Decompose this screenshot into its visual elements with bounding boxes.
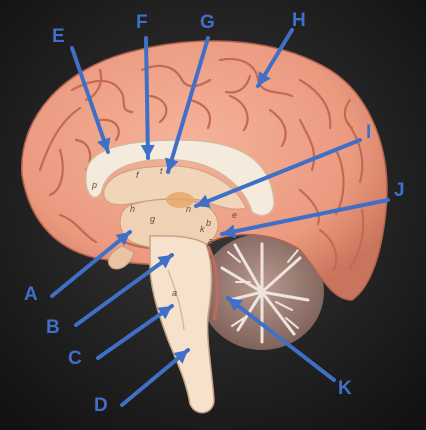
label-c: C — [68, 348, 82, 369]
arrow-j — [220, 198, 390, 236]
model-marker: e — [232, 210, 237, 220]
arrow-b — [74, 253, 174, 327]
arrowhead — [157, 255, 172, 269]
model-marker: t — [160, 166, 163, 176]
label-a: A — [24, 284, 38, 305]
cerebral-cortex — [21, 40, 388, 301]
arrowhead — [115, 232, 130, 246]
corpus-callosum — [85, 139, 275, 217]
model-markers: p f t h g n b a e k a — [91, 166, 237, 298]
label-k: K — [338, 378, 352, 399]
label-b: B — [46, 317, 60, 338]
gyri-pattern — [38, 57, 365, 272]
arrowhead — [222, 224, 237, 239]
model-marker: a — [172, 288, 177, 298]
arrow-f — [144, 36, 150, 160]
brainstem-line — [167, 269, 185, 331]
arrowhead — [165, 157, 179, 172]
arrow-c — [96, 304, 174, 360]
model-marker: k — [200, 224, 205, 234]
arrowhead — [228, 298, 243, 312]
arrowhead — [157, 306, 172, 320]
model-marker: p — [91, 180, 97, 190]
label-d: D — [94, 395, 108, 416]
model-marker: f — [136, 170, 140, 180]
pineal-region — [166, 192, 194, 208]
arrow-e — [70, 46, 110, 154]
pituitary-region — [107, 245, 135, 270]
arrow-group — [50, 28, 390, 407]
label-i: I — [366, 122, 371, 143]
arrowhead — [258, 71, 271, 86]
arrow-g — [166, 36, 210, 174]
model-marker: g — [150, 214, 155, 224]
label-j: J — [394, 180, 405, 201]
arrow-a — [50, 230, 132, 298]
model-marker: a — [208, 236, 213, 246]
brainstem — [149, 235, 215, 414]
arrowhead — [140, 144, 155, 158]
arrowhead — [173, 350, 188, 364]
label-e: E — [52, 26, 65, 47]
model-marker: b — [206, 218, 211, 228]
model-marker: n — [186, 204, 191, 214]
fourth-ventricle — [206, 245, 219, 321]
label-h: H — [292, 10, 306, 31]
arrow-k — [226, 296, 336, 382]
arrow-i — [194, 138, 362, 208]
arrowhead — [196, 194, 211, 208]
label-group: A B C D E F G H I J K — [24, 10, 405, 416]
arrowhead — [97, 137, 111, 152]
label-g: G — [200, 12, 215, 33]
model-marker: h — [130, 204, 135, 214]
arrow-d — [120, 348, 190, 407]
cerebellum — [200, 234, 324, 350]
label-f: F — [136, 12, 148, 33]
